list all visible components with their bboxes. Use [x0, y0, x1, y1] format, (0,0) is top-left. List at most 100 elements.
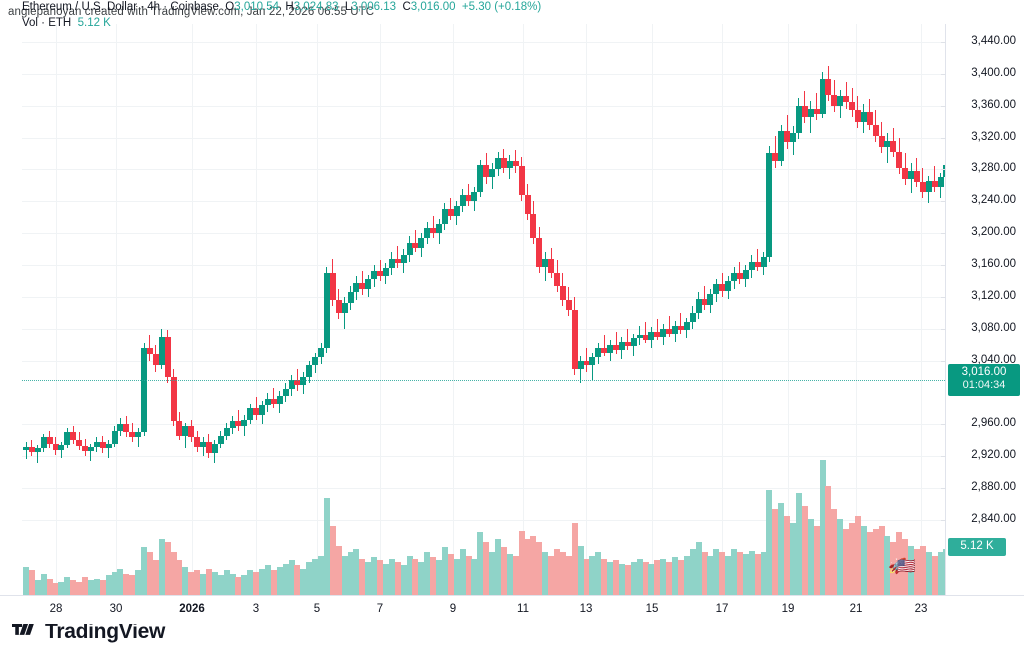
gridline-horizontal — [22, 201, 945, 203]
volume-bar — [471, 558, 478, 595]
volume-bar — [624, 565, 631, 595]
price-axis[interactable]: 3,016.00 01:04:34 5.12 K 3,440.00 3,400.0… — [941, 24, 1024, 595]
candle-body — [135, 432, 142, 438]
volume-bar — [512, 555, 519, 595]
candle-body — [264, 398, 271, 406]
price-axis-tick: 3,360.00 — [941, 99, 1016, 111]
volume-bar — [931, 555, 938, 595]
candle-body — [731, 273, 737, 281]
price-axis-tick: 2,920.00 — [941, 449, 1016, 461]
volume-bar — [860, 525, 867, 595]
volume-bar — [559, 552, 566, 595]
volume-bar — [465, 555, 472, 595]
volume-bar — [436, 560, 442, 595]
candle-body — [937, 177, 944, 187]
volume-bar — [890, 542, 897, 595]
candle-body — [925, 180, 932, 192]
price-tick-mark — [941, 424, 946, 426]
price-axis-tick: 3,200.00 — [941, 226, 1016, 238]
gridline-horizontal — [22, 233, 945, 235]
candle-wick — [680, 312, 682, 334]
volume-bar — [683, 555, 690, 595]
candle-body — [52, 443, 59, 450]
price-tick-mark — [941, 41, 946, 43]
volume-bar — [483, 542, 490, 595]
time-axis-tick: 17 — [715, 603, 729, 615]
candle-body — [624, 341, 631, 347]
candle-body — [801, 105, 808, 117]
volume-bar — [282, 563, 289, 595]
candle-body — [200, 441, 206, 447]
candle-body — [111, 430, 118, 444]
volume-bar — [170, 552, 177, 595]
volume-bar — [406, 555, 413, 595]
time-axis-tick: 5 — [313, 603, 321, 615]
time-axis[interactable]: 28 30 2026 3 5 7 9 11 13 15 17 19 21 23 — [0, 595, 1024, 624]
candle-body — [849, 102, 855, 111]
volume-bar — [46, 578, 53, 595]
volume-bar — [477, 532, 484, 595]
candle-body — [713, 284, 720, 294]
candle-body — [182, 426, 189, 436]
candle-body — [247, 408, 254, 420]
us-flag-event-marker[interactable]: 🇺🇸 — [897, 558, 916, 575]
candle-body — [418, 237, 425, 248]
time-axis-tick: 2026 — [179, 603, 205, 615]
gridline-vertical — [788, 24, 789, 595]
volume-bar — [571, 522, 578, 595]
volume-bar — [548, 555, 555, 595]
candle-body — [736, 273, 743, 280]
candle-body — [194, 437, 201, 447]
chart-plot-area[interactable] — [22, 24, 945, 595]
volume-bar — [772, 509, 779, 595]
candle-body — [636, 335, 643, 339]
volume-bar — [241, 575, 248, 595]
candle-body — [105, 443, 112, 449]
price-tick-mark — [941, 233, 946, 235]
gridline-vertical — [453, 24, 454, 595]
price-axis-tick: 3,240.00 — [941, 194, 1016, 206]
volume-bar — [359, 558, 366, 595]
candle-wick — [184, 422, 186, 449]
volume-bar — [76, 581, 83, 595]
volume-bar — [353, 548, 360, 595]
candle-body — [837, 96, 844, 106]
volume-bar — [323, 497, 330, 595]
candle-body — [742, 269, 749, 280]
candle-body — [654, 331, 661, 337]
rocket-event-marker[interactable]: 🚀 — [888, 558, 907, 575]
candle-body — [571, 309, 578, 369]
price-tick-mark — [941, 520, 946, 522]
current-price-badge[interactable]: 3,016.00 01:04:34 — [948, 363, 1020, 396]
candle-body — [223, 427, 230, 436]
candle-body — [129, 432, 136, 438]
volume-bar — [666, 562, 673, 595]
volume-bar — [636, 558, 643, 595]
candle-wick — [739, 261, 741, 285]
candle-body — [595, 347, 602, 358]
price-axis-tick: 3,160.00 — [941, 258, 1016, 270]
price-tick-mark — [941, 265, 946, 267]
volume-bar — [229, 573, 236, 595]
tradingview-logo: TradingView — [12, 620, 165, 644]
candle-body — [188, 426, 195, 438]
candle-wick — [108, 440, 110, 458]
volume-bar — [536, 542, 543, 595]
gridline-vertical — [856, 24, 857, 595]
candle-body — [459, 194, 466, 207]
volume-bar — [778, 502, 785, 595]
volume-bar — [908, 545, 914, 595]
candle-body — [772, 153, 779, 162]
volume-badge[interactable]: 5.12 K — [948, 538, 1006, 557]
candle-body — [548, 258, 555, 273]
candle-body — [766, 153, 773, 258]
volume-bar — [866, 532, 873, 595]
volume-bar — [335, 545, 342, 595]
volume-bar — [530, 535, 537, 595]
volume-bar — [601, 558, 608, 595]
candle-body — [807, 108, 814, 117]
candle-body — [919, 182, 926, 192]
volume-bar — [64, 576, 71, 595]
candle-body — [323, 273, 330, 348]
candle-body — [347, 292, 354, 304]
